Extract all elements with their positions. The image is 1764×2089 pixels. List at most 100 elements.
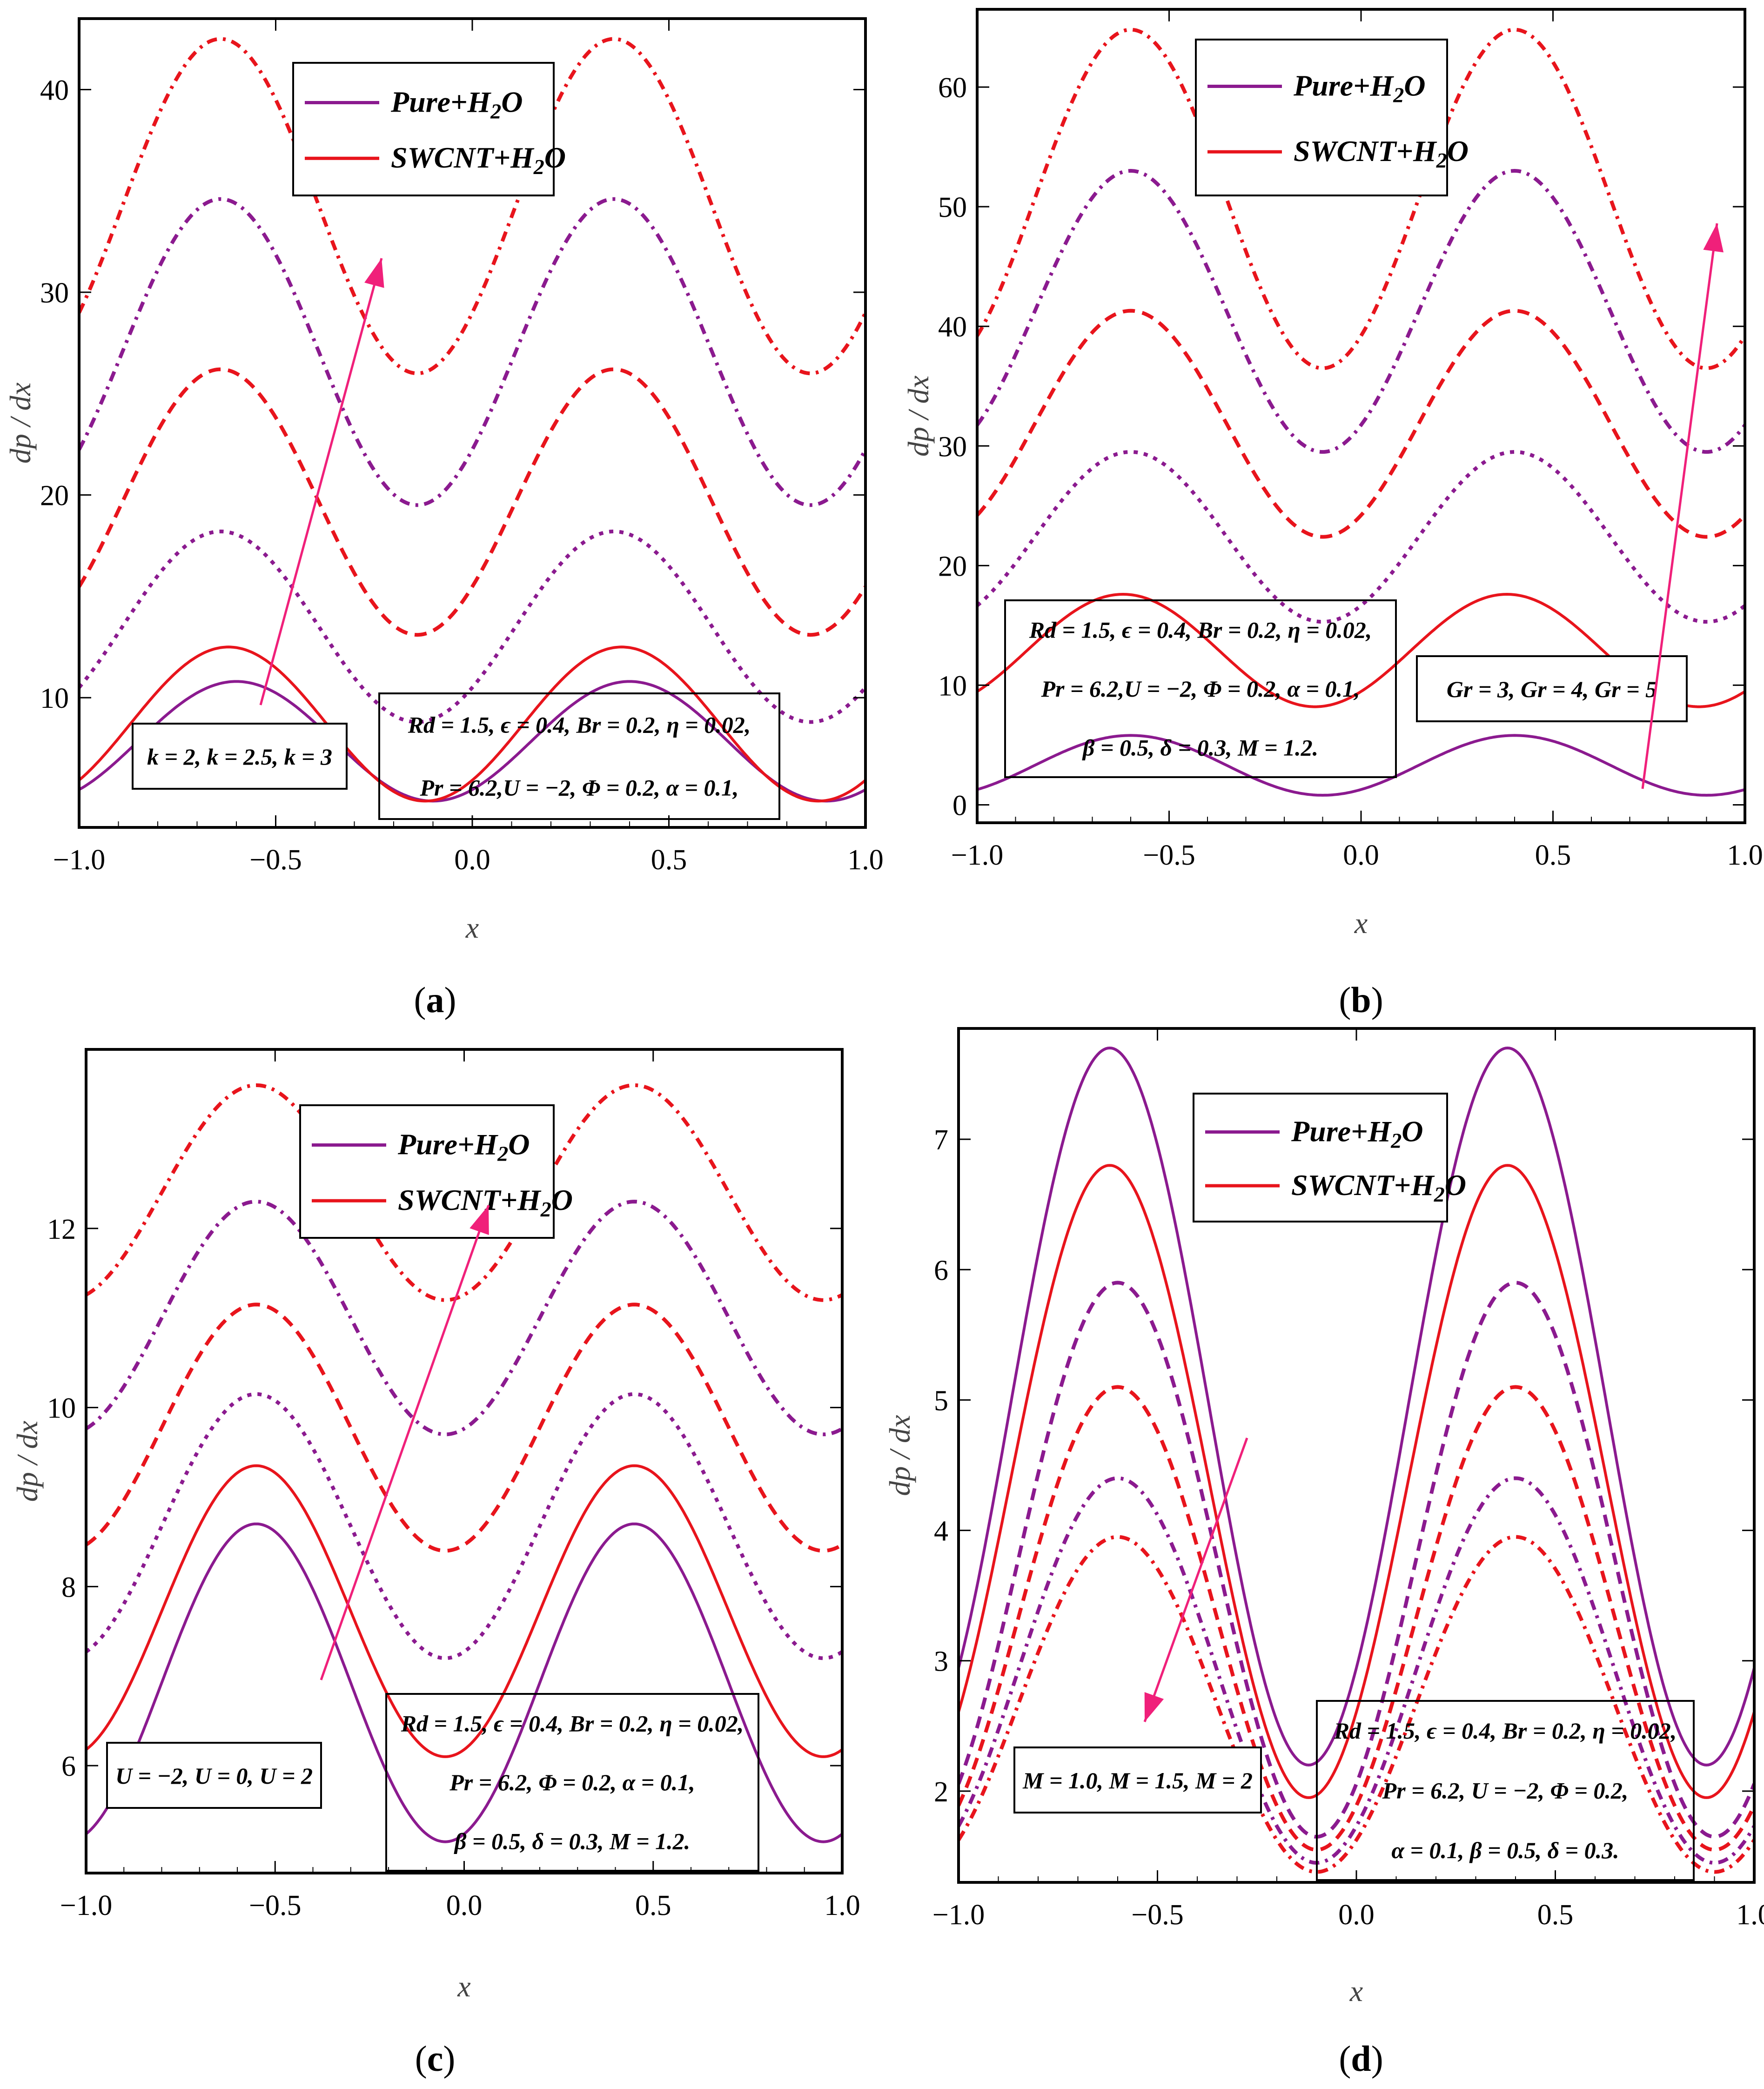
y-tick-label: 10 bbox=[938, 670, 967, 702]
x-tick-label: 0.5 bbox=[1537, 1899, 1574, 1931]
x-tick-label: −1.0 bbox=[53, 844, 105, 876]
legend-box bbox=[1193, 1093, 1448, 1223]
y-tick-label: 0 bbox=[952, 790, 967, 821]
x-tick-label: −0.5 bbox=[1143, 840, 1195, 871]
trend-arrow-head bbox=[470, 1205, 489, 1235]
x-axis-label: x bbox=[457, 1970, 470, 2003]
y-tick-label: 60 bbox=[938, 72, 967, 104]
parameter-label: k = 2, k = 2.5, k = 3 bbox=[147, 744, 332, 770]
panel-caption: (b) bbox=[1339, 980, 1383, 1020]
legend-box bbox=[299, 1104, 555, 1239]
series-line-swcnt-3 bbox=[959, 1385, 1754, 1852]
parameter-box bbox=[106, 1742, 322, 1809]
panel-caption: (c) bbox=[415, 2038, 456, 2079]
series-line-pure-0 bbox=[959, 1046, 1754, 1767]
series-line-pure-4 bbox=[977, 168, 1745, 454]
y-axis-label: dp / dx bbox=[883, 1415, 916, 1496]
x-tick-label: 1.0 bbox=[824, 1890, 860, 1921]
annotation-box bbox=[378, 692, 780, 820]
x-tick-label: −0.5 bbox=[249, 1890, 301, 1921]
series-line-pure-4 bbox=[79, 197, 865, 507]
y-axis-label: dp / dx bbox=[4, 383, 37, 463]
series-line-pure-2 bbox=[86, 1392, 842, 1660]
series-line-pure-2 bbox=[959, 1281, 1754, 1839]
y-tick-label: 4 bbox=[934, 1516, 948, 1547]
series-line-swcnt-1 bbox=[86, 1464, 842, 1758]
series-line-pure-2 bbox=[977, 450, 1745, 624]
y-tick-label: 6 bbox=[934, 1255, 948, 1286]
annotation-line: Pr = 6.2,U = −2, Φ = 0.2, α = 0.1, bbox=[420, 775, 739, 801]
y-tick-label: 5 bbox=[934, 1385, 948, 1417]
annotation-box bbox=[385, 1693, 759, 1872]
legend-box bbox=[292, 62, 555, 196]
series-line-swcnt-1 bbox=[959, 1164, 1754, 1799]
series-group bbox=[959, 1046, 1754, 1874]
panel-c: −1.0 −0.5 0.0 0.5 1.0 6 8 10 12 x dp / dx Pure+H2O S… bbox=[11, 1048, 860, 2079]
x-tick-label: 0.5 bbox=[1535, 840, 1571, 871]
y-tick-label: 7 bbox=[934, 1124, 948, 1156]
x-tick-label: 0.0 bbox=[454, 844, 490, 876]
annotation-line: Rd = 1.5, ϵ = 0.4, Br = 0.2, η = 0.02, bbox=[1029, 617, 1372, 643]
annotation-line: Rd = 1.5, ϵ = 0.4, Br = 0.2, η = 0.02, bbox=[408, 712, 751, 738]
annotation-line: β = 0.5, δ = 0.3, M = 1.2. bbox=[1082, 735, 1318, 761]
y-axis-label: dp / dx bbox=[11, 1421, 44, 1502]
x-tick-label: 1.0 bbox=[1727, 840, 1763, 871]
trend-arrow-head bbox=[1703, 223, 1724, 253]
annotation-box bbox=[1316, 1700, 1695, 1881]
series-line-swcnt-1 bbox=[79, 645, 865, 803]
parameter-label: U = −2, U = 0, U = 2 bbox=[115, 1763, 313, 1789]
legend: Pure+H2O SWCNT+H2O bbox=[1195, 39, 1469, 196]
y-tick-label: 40 bbox=[938, 311, 967, 343]
trend-arrow-shaft bbox=[1641, 223, 1718, 789]
series-line-swcnt-5 bbox=[79, 37, 865, 376]
x-tick-label: −0.5 bbox=[1131, 1899, 1183, 1931]
legend-box bbox=[1195, 39, 1448, 196]
x-axis-label: x bbox=[1354, 907, 1368, 940]
parameter-label: Gr = 3, Gr = 4, Gr = 5 bbox=[1447, 676, 1657, 702]
series-group bbox=[79, 37, 865, 803]
series-line-swcnt-3 bbox=[79, 367, 865, 637]
trend-arrow-head bbox=[1144, 1692, 1164, 1722]
legend-label-pure: Pure+H2O bbox=[1291, 1115, 1423, 1153]
panel-caption: (d) bbox=[1339, 2038, 1383, 2079]
annotation-line: Rd = 1.5, ϵ = 0.4, Br = 0.2, η = 0.02, bbox=[401, 1710, 744, 1736]
x-tick-label: 0.5 bbox=[651, 844, 687, 876]
annotation-line: Pr = 6.2, Φ = 0.2, α = 0.1, bbox=[449, 1769, 695, 1795]
parameter-label: M = 1.0, M = 1.5, M = 2 bbox=[1022, 1767, 1253, 1793]
trend-arrow-shaft bbox=[259, 258, 383, 705]
y-tick-label: 30 bbox=[40, 277, 69, 309]
trend-arrow-head bbox=[364, 258, 384, 288]
legend-label-pure: Pure+H2O bbox=[1293, 69, 1425, 107]
x-tick-label: 0.5 bbox=[635, 1890, 671, 1921]
series-line-pure-4 bbox=[959, 1476, 1754, 1865]
series-line-swcnt-3 bbox=[86, 1303, 842, 1553]
x-tick-label: −1.0 bbox=[932, 1899, 985, 1931]
series-line-pure-2 bbox=[79, 529, 865, 724]
panel-d: −1.0 −0.5 0.0 0.5 1.0 2 3 4 5 6 7 x dp / dx Pure+H2O S… bbox=[883, 1027, 1764, 2079]
legend: Pure+H2O SWCNT+H2O bbox=[1193, 1093, 1466, 1223]
x-tick-label: −1.0 bbox=[951, 840, 1003, 871]
parameter-box bbox=[132, 723, 348, 790]
annotation-line: β = 0.5, δ = 0.3, M = 1.2. bbox=[454, 1828, 690, 1854]
x-tick-label: 1.0 bbox=[1736, 1899, 1764, 1931]
x-tick-label: −0.5 bbox=[249, 844, 302, 876]
x-tick-label: 0.0 bbox=[446, 1890, 483, 1921]
y-tick-label: 20 bbox=[40, 480, 69, 512]
x-tick-label: 0.0 bbox=[1338, 1899, 1375, 1931]
y-tick-label: 6 bbox=[61, 1751, 76, 1782]
y-tick-label: 10 bbox=[40, 683, 69, 714]
annotation-box bbox=[1004, 599, 1397, 778]
x-tick-label: −1.0 bbox=[60, 1890, 112, 1921]
y-tick-label: 30 bbox=[938, 431, 967, 463]
annotation-line: α = 0.1, β = 0.5, δ = 0.3. bbox=[1391, 1837, 1619, 1863]
y-tick-label: 20 bbox=[938, 551, 967, 582]
panel-caption: (a) bbox=[414, 980, 456, 1020]
x-tick-label: 0.0 bbox=[1343, 840, 1379, 871]
panel-b: −1.0 −0.5 0.0 0.5 1.0 0 10 20 30 40 50 60 x dp / dx Pu… bbox=[902, 8, 1763, 1020]
legend: Pure+H2O SWCNT+H2O bbox=[292, 62, 566, 196]
y-tick-label: 2 bbox=[934, 1776, 948, 1808]
y-tick-label: 40 bbox=[40, 74, 69, 106]
y-tick-label: 10 bbox=[47, 1393, 76, 1424]
legend-label-pure: Pure+H2O bbox=[390, 86, 523, 123]
series-line-swcnt-3 bbox=[977, 309, 1745, 539]
